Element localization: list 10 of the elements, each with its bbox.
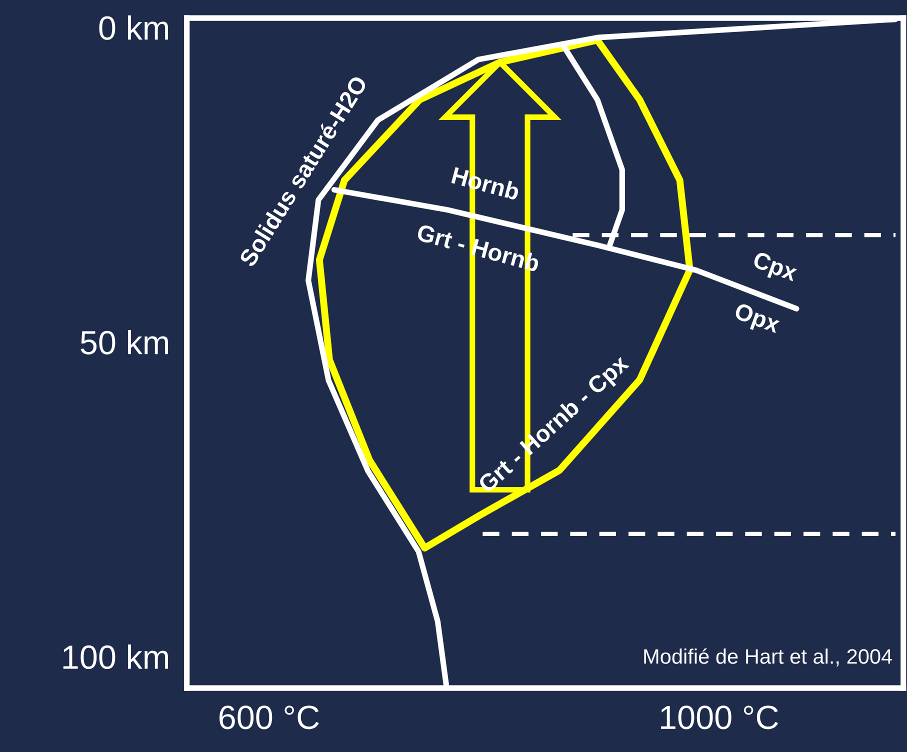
y-tick-label: 100 km <box>63 644 168 670</box>
x-tick-label: 600 °C <box>220 706 319 730</box>
annotation: Opx <box>732 302 782 338</box>
annotation: Grt - Hornb <box>416 223 540 272</box>
y-tick-label: 50 km <box>80 330 168 354</box>
annotation: Modifié de Hart et al., 2004 <box>644 648 892 666</box>
y-tick-label: 0 km <box>99 15 168 40</box>
annotation: Hornb <box>451 166 520 200</box>
annotation: Cpx <box>750 250 799 286</box>
x-tick-label: 1000 °C <box>661 706 778 730</box>
